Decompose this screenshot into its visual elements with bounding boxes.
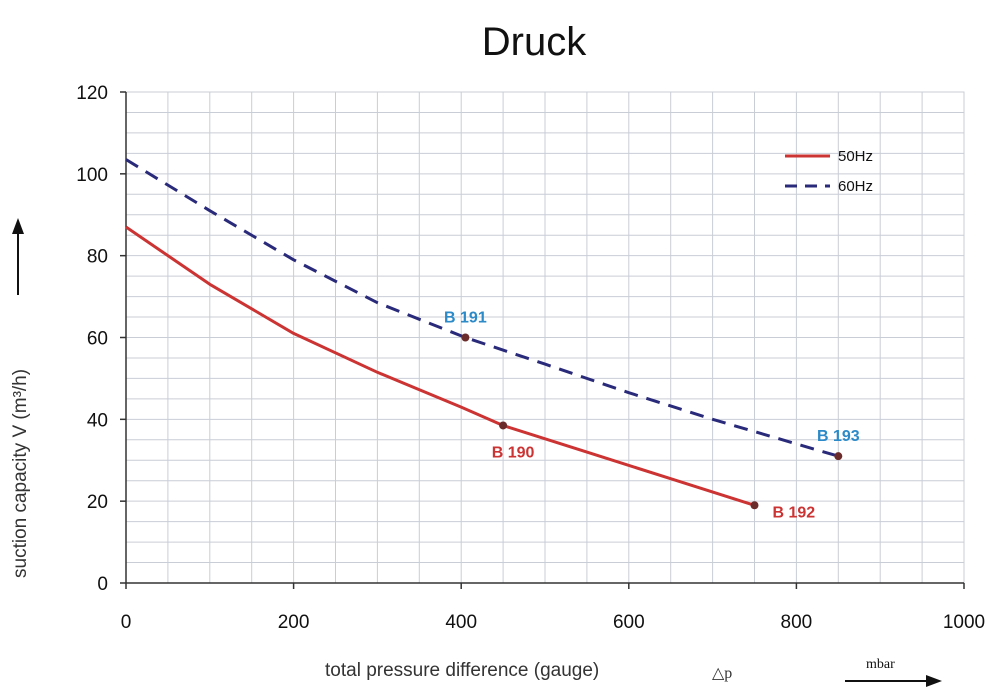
data-point-marker: [834, 452, 843, 461]
x-tick-label: 0: [121, 612, 132, 633]
y-axis-arrow: [12, 218, 24, 295]
axes: [120, 91, 965, 589]
data-point-marker: [499, 421, 508, 430]
x-axis-unit-arrow: [845, 675, 942, 687]
x-axis-label: total pressure difference (gauge): [325, 660, 599, 681]
y-tick-label: 120: [76, 83, 108, 104]
y-tick-label: 40: [87, 410, 108, 431]
annotations: B 191 B 190 B 193 B 192: [444, 310, 860, 522]
chart-title: Druck: [482, 20, 587, 64]
series-line-50hz: [125, 225, 755, 507]
data-point-marker: [461, 333, 470, 342]
y-tick-label: 80: [87, 247, 108, 268]
y-tick-label: 100: [76, 165, 108, 186]
y-axis-label: suction capacity V (m³/h): [10, 369, 31, 578]
annotation-label: B 190: [492, 444, 535, 461]
x-tick-label: 1000: [943, 612, 985, 633]
y-tick-label: 20: [87, 492, 108, 513]
x-axis-unit: mbar: [866, 657, 895, 672]
data-point-marker: [750, 501, 759, 510]
y-tick-label: 0: [97, 574, 108, 595]
series-lines: [125, 158, 839, 507]
y-tick-labels: 0 20 40 60 80 100 120: [76, 83, 108, 595]
x-tick-label: 200: [278, 612, 310, 633]
x-axis-symbol: △p: [712, 665, 732, 682]
grid: [125, 91, 965, 584]
data-points: [461, 333, 843, 510]
x-tick-label: 800: [781, 612, 813, 633]
y-tick-label: 60: [87, 329, 108, 350]
x-tick-label: 400: [445, 612, 477, 633]
annotation-label: B 191: [444, 310, 487, 327]
x-tick-labels: 0 200 400 600 800 1000: [121, 612, 985, 633]
x-tick-label: 600: [613, 612, 645, 633]
legend-label-50hz: 50Hz: [838, 148, 873, 165]
legend-label-60hz: 60Hz: [838, 178, 873, 195]
annotation-label: B 193: [817, 428, 860, 445]
annotation-label: B 192: [773, 504, 816, 521]
legend: 50Hz 60Hz: [785, 148, 873, 195]
